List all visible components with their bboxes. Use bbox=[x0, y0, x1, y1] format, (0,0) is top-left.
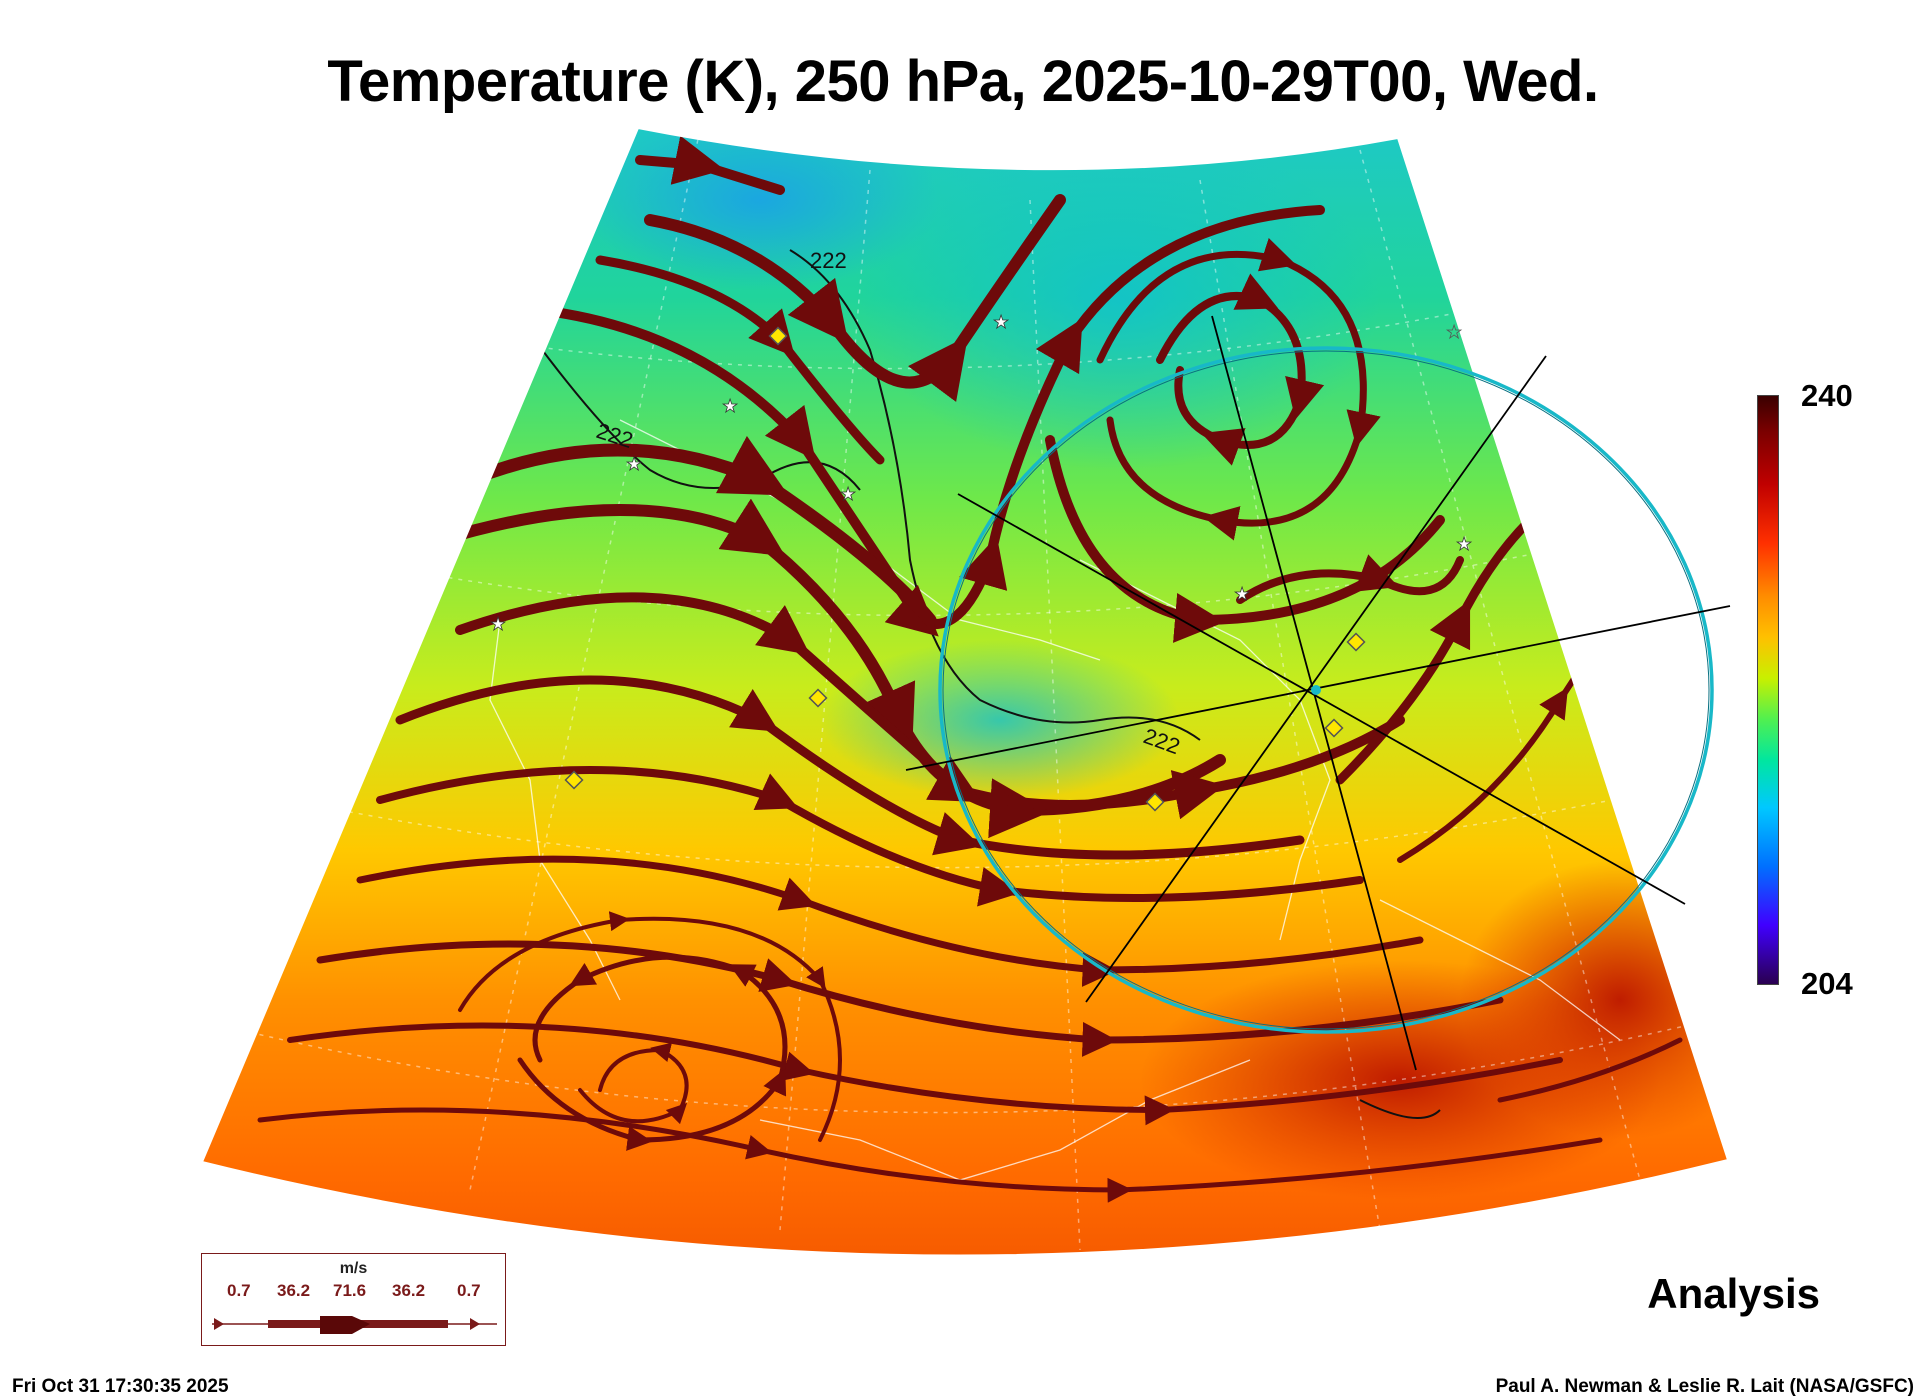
range-ring bbox=[905, 315, 1731, 1071]
range-ring-center-icon bbox=[1311, 685, 1321, 695]
diamond-marker-icon bbox=[564, 770, 584, 790]
star-marker-icon: ★ bbox=[490, 614, 506, 635]
legend-value: 36.2 bbox=[277, 1281, 311, 1300]
map-title: Temperature (K), 250 hPa, 2025-10-29T00,… bbox=[327, 49, 1599, 114]
star-marker-icon: ★ bbox=[840, 484, 856, 505]
timestamp: Fri Oct 31 17:30:35 2025 bbox=[12, 1376, 229, 1397]
star-marker-icon: ★ bbox=[1234, 584, 1250, 605]
colorbar bbox=[1757, 395, 1779, 985]
star-marker-icon: ★ bbox=[993, 312, 1009, 333]
star-markers: ★ ★ ★ ★ ★ ★ ★ ★ bbox=[490, 312, 1473, 636]
legend-value: 36.2 bbox=[392, 1281, 426, 1300]
legend-value: 0.7 bbox=[457, 1281, 481, 1300]
diamond-marker-icon bbox=[1324, 718, 1344, 738]
colorbar-max-label: 240 bbox=[1801, 378, 1853, 413]
star-marker-icon: ★ bbox=[626, 454, 642, 475]
wind-streamlines bbox=[257, 135, 1683, 1203]
diamond-marker-icon bbox=[808, 688, 828, 708]
diamond-marker-icon bbox=[1145, 792, 1165, 812]
map-boundary bbox=[200, 126, 1730, 1257]
colorbar-min-label: 204 bbox=[1801, 966, 1853, 1001]
legend-unit: m/s bbox=[339, 1260, 368, 1277]
contour-label: 222 bbox=[810, 248, 847, 273]
credit-line: Paul A. Newman & Leslie R. Lait (NASA/GS… bbox=[1495, 1376, 1914, 1397]
temperature-field bbox=[202, 128, 1728, 1256]
legend-value: 0.7 bbox=[227, 1281, 251, 1300]
star-marker-icon: ★ bbox=[1456, 534, 1472, 555]
station-markers bbox=[564, 326, 1366, 812]
diamond-marker-icon bbox=[1346, 632, 1366, 652]
legend-value: 71.6 bbox=[333, 1281, 367, 1300]
wind-speed-legend: m/s 0.7 36.2 71.6 36.2 0.7 bbox=[201, 1253, 506, 1346]
star-marker-icon: ★ bbox=[722, 396, 738, 417]
diamond-marker-icon bbox=[768, 326, 788, 346]
star-marker-icon: ★ bbox=[1446, 322, 1462, 343]
analysis-label: Analysis bbox=[1647, 1270, 1820, 1317]
